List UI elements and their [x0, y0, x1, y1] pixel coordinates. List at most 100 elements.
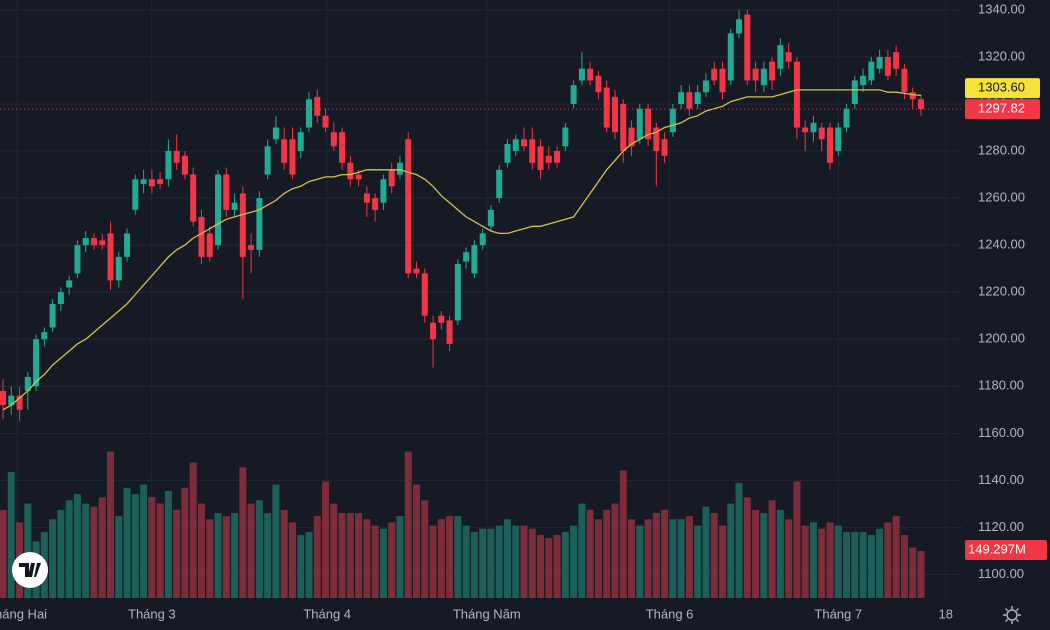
candle-body — [90, 238, 97, 246]
volume-bar — [818, 528, 826, 598]
settings-icon[interactable] — [1003, 606, 1021, 624]
volume-bar — [917, 550, 925, 598]
candle-body — [107, 233, 114, 281]
candle-body — [545, 155, 552, 163]
y-tick-label: 1160.00 — [978, 425, 1024, 440]
candle-body — [430, 322, 437, 340]
candle-body — [611, 96, 618, 133]
candle-body — [239, 193, 246, 257]
candle-body — [405, 139, 412, 274]
volume-bar — [826, 522, 834, 598]
candle-body — [686, 92, 693, 109]
volume-bar — [652, 512, 660, 598]
volume-bar — [876, 528, 884, 598]
candle-body — [140, 179, 147, 184]
volume-bar — [735, 483, 743, 598]
volume-bar — [437, 519, 445, 598]
volume-bar — [545, 538, 553, 598]
volume-bar — [7, 472, 15, 598]
candle-body — [909, 92, 916, 100]
candle-body — [711, 68, 718, 81]
volume-bar — [495, 525, 503, 598]
candle-body — [876, 56, 883, 69]
volume-bar — [768, 500, 776, 598]
candle-body — [305, 99, 312, 128]
volume-bar — [603, 509, 611, 598]
volume-bar — [809, 522, 817, 598]
candle-body — [669, 108, 676, 133]
candle-body — [454, 263, 461, 321]
candle-body — [603, 87, 610, 128]
volume-bar — [222, 516, 230, 598]
candle-body — [744, 14, 751, 81]
volume-bar — [231, 512, 239, 598]
candles — [0, 9, 963, 422]
candle-body — [562, 127, 569, 147]
y-tick-label: 1140.00 — [978, 472, 1024, 487]
candle-body — [678, 92, 685, 104]
last-price-label: 1297.82 — [978, 101, 1025, 116]
volume-bar — [206, 519, 214, 598]
candle-body — [289, 139, 296, 175]
volume-bar — [305, 531, 313, 598]
candle-body — [181, 155, 188, 175]
logo[interactable] — [12, 552, 48, 588]
volume-bar — [338, 512, 346, 598]
y-tick-label: 1120.00 — [978, 519, 1024, 534]
volume-bar — [0, 509, 7, 598]
candle-body — [851, 80, 858, 104]
candle-body — [496, 169, 503, 199]
volume-bar — [24, 503, 32, 598]
candle-body — [769, 61, 776, 81]
candle-body — [893, 52, 900, 69]
volume-bar — [570, 525, 578, 598]
candle-body — [272, 127, 279, 140]
volume-bar — [148, 497, 156, 598]
candle-body — [471, 245, 478, 274]
candle-body — [223, 174, 230, 210]
candle-body — [818, 127, 825, 140]
x-tick-label: Tháng 7 — [814, 606, 862, 621]
volume-bar — [834, 525, 842, 598]
volume-bar — [801, 525, 809, 598]
candle-body — [124, 233, 131, 257]
candle-body — [529, 139, 536, 163]
candle-body — [322, 115, 329, 128]
last-price-box — [965, 99, 1040, 120]
volume-bar — [900, 535, 908, 598]
volume-bar — [785, 519, 793, 598]
candle-body — [702, 80, 709, 93]
volume-bar — [776, 509, 784, 598]
volume-bar — [379, 528, 387, 598]
candle-body — [827, 127, 833, 163]
volume-bar — [718, 525, 726, 598]
volume-bar — [413, 484, 420, 598]
candle-body — [231, 202, 238, 210]
candle-body — [620, 103, 627, 152]
candle-body — [347, 162, 354, 180]
volume-bar — [628, 519, 636, 598]
candle-body — [463, 252, 470, 262]
volume-bar — [843, 531, 851, 598]
candle-body — [132, 179, 139, 210]
volume-bar — [239, 467, 247, 598]
candle-body — [802, 127, 809, 133]
volume-bar — [264, 512, 272, 598]
y-tick-label: 1220.00 — [978, 284, 1025, 299]
volume-bar — [98, 497, 106, 598]
volume-bar — [107, 451, 115, 598]
candle-body — [628, 127, 635, 147]
candle-body — [16, 395, 23, 410]
candle-body — [49, 303, 56, 328]
candle-body — [917, 99, 924, 110]
candle-body — [860, 75, 867, 86]
volume-bar — [355, 512, 363, 598]
volume-box — [965, 540, 1047, 560]
candle-body — [339, 132, 346, 163]
volume-bar — [396, 516, 404, 598]
candle-body — [198, 216, 205, 257]
candle-body — [587, 68, 594, 81]
candle-body — [314, 96, 321, 116]
